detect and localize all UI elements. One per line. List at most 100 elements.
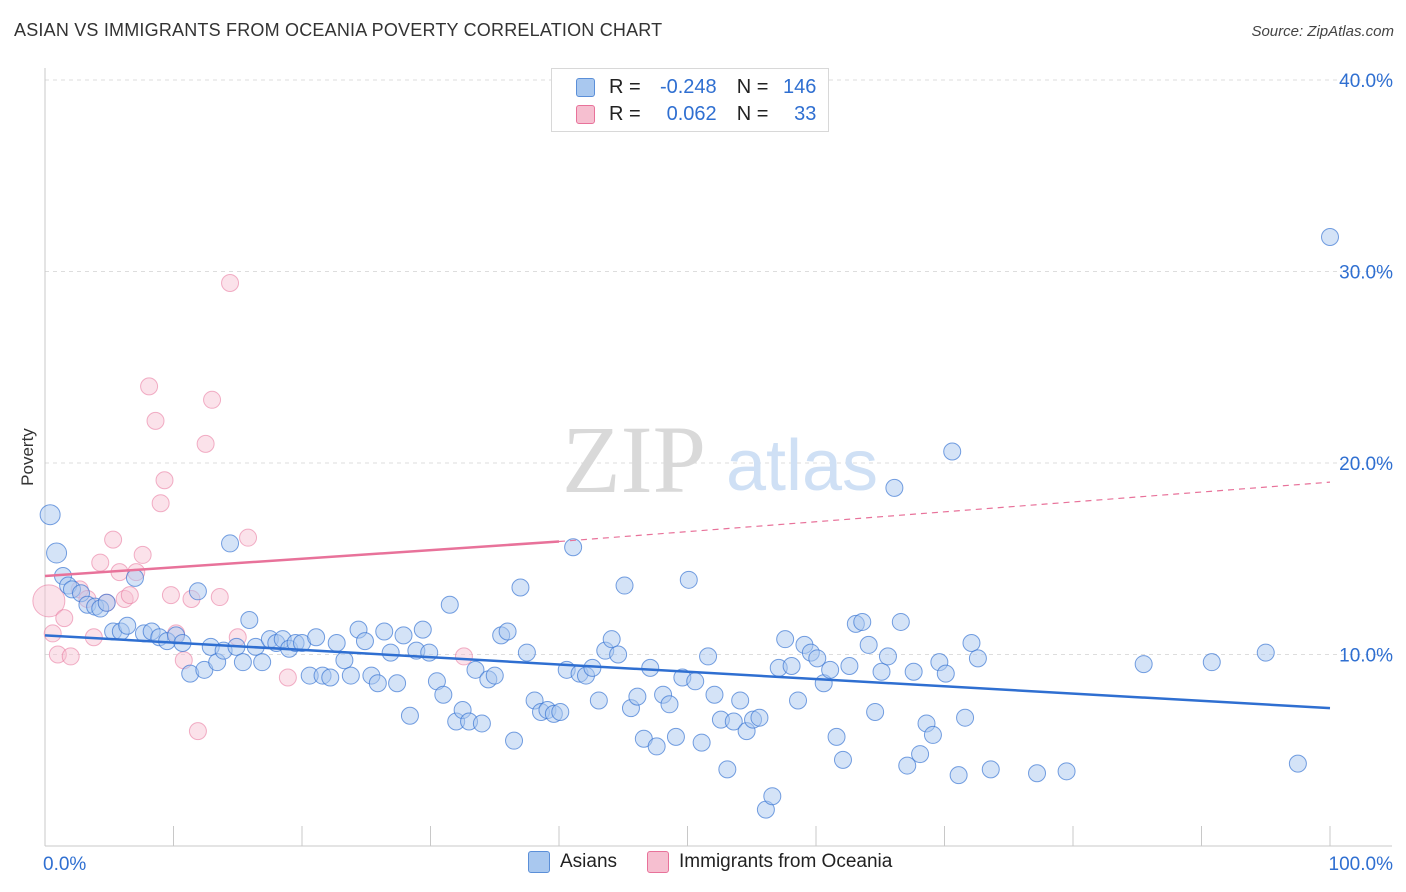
- asian-point: [660, 695, 679, 714]
- asian-point: [498, 622, 517, 641]
- asian-point: [647, 737, 666, 756]
- asian-point: [782, 656, 801, 675]
- asian-point: [821, 660, 840, 679]
- oceania-point: [55, 609, 74, 628]
- asian-point: [321, 668, 340, 687]
- asian-point: [878, 647, 897, 666]
- series-legend: Asians Immigrants from Oceania: [528, 851, 922, 873]
- asian-point: [564, 538, 583, 557]
- asians-legend-swatch: [528, 851, 550, 873]
- axis-labels: 10.0% 20.0% 30.0% 40.0% 0.0% 100.0% Poverty: [18, 71, 1393, 875]
- asian-point: [956, 708, 975, 727]
- asian-point: [97, 593, 116, 612]
- x-tick-label: 0.0%: [43, 854, 86, 875]
- oceania-point: [203, 390, 222, 409]
- oceania-point: [196, 434, 215, 453]
- watermark-zip: ZIP: [562, 406, 706, 513]
- oceania-point: [146, 411, 165, 430]
- asian-point: [355, 632, 374, 651]
- asian-point: [679, 570, 698, 589]
- source-label: Source: ZipAtlas.com: [1251, 23, 1394, 40]
- oceania-point: [61, 647, 80, 666]
- legend-item-asians[interactable]: Asians: [528, 851, 617, 873]
- asian-point: [789, 691, 808, 710]
- oceania-trend-extension: [558, 481, 1331, 543]
- asian-point: [400, 706, 419, 725]
- asian-point: [1134, 655, 1153, 674]
- asian-point: [904, 662, 923, 681]
- oceania-point: [210, 588, 229, 607]
- asian-point: [628, 687, 647, 706]
- asian-point: [46, 542, 68, 564]
- asian-point: [686, 672, 705, 691]
- asian-point: [731, 691, 750, 710]
- oceania-n-value: 33: [794, 102, 817, 125]
- asian-point: [724, 712, 743, 731]
- asian-point: [866, 702, 885, 721]
- n-label: N =: [736, 102, 769, 125]
- asian-point: [718, 760, 737, 779]
- asian-point: [327, 634, 346, 653]
- asian-point: [943, 442, 962, 461]
- asian-point: [388, 674, 407, 693]
- oceania-points: [32, 273, 473, 741]
- asian-point: [962, 634, 981, 653]
- asian-point: [551, 702, 570, 721]
- asian-point: [434, 685, 453, 704]
- asian-point: [39, 504, 61, 526]
- stats-row-oceania: R = 0.062 N = 33: [576, 101, 816, 127]
- asian-point: [840, 656, 859, 675]
- grid-lines: [45, 79, 1392, 655]
- asian-point: [692, 733, 711, 752]
- asian-point: [368, 674, 387, 693]
- asian-point: [221, 534, 240, 553]
- asian-point: [381, 643, 400, 662]
- asian-point: [118, 616, 137, 635]
- asian-point: [872, 662, 891, 681]
- asian-point: [188, 582, 207, 601]
- asian-point: [968, 649, 987, 668]
- watermark: ZIP atlas: [562, 406, 878, 513]
- asian-point: [763, 787, 782, 806]
- asian-point: [341, 666, 360, 685]
- asians-r-value: -0.248: [659, 75, 717, 98]
- asian-point: [923, 725, 942, 744]
- asian-point: [750, 708, 769, 727]
- oceania-legend-label: Immigrants from Oceania: [679, 851, 893, 872]
- oceania-point: [155, 471, 174, 490]
- asian-point: [705, 685, 724, 704]
- y-tick-label: 20.0%: [1339, 454, 1393, 475]
- asian-point: [911, 745, 930, 764]
- oceania-point: [278, 668, 297, 687]
- r-label: R =: [609, 102, 641, 125]
- y-tick-label: 30.0%: [1339, 263, 1393, 284]
- asian-point: [615, 576, 634, 595]
- asian-point: [853, 612, 872, 631]
- asian-point: [440, 595, 459, 614]
- r-label: R =: [609, 75, 641, 98]
- asians-legend-label: Asians: [560, 851, 618, 872]
- asian-point: [1288, 754, 1307, 773]
- oceania-point: [188, 722, 207, 741]
- oceania-point: [161, 586, 180, 605]
- asian-point: [699, 647, 718, 666]
- asian-point: [1028, 764, 1047, 783]
- asian-point: [1202, 653, 1221, 672]
- asian-point: [776, 630, 795, 649]
- oceania-legend-swatch: [647, 851, 670, 873]
- asian-point: [1057, 762, 1076, 781]
- asian-point: [1256, 643, 1275, 662]
- oceania-point: [454, 647, 473, 666]
- oceania-trend-line: [44, 540, 560, 578]
- chart-title: ASIAN VS IMMIGRANTS FROM OCEANIA POVERTY…: [14, 20, 663, 40]
- asian-point: [240, 611, 259, 630]
- asian-point: [485, 666, 504, 685]
- oceania-point: [91, 553, 110, 572]
- asian-point: [936, 664, 955, 683]
- asian-point: [602, 630, 621, 649]
- asian-point: [253, 653, 272, 672]
- asian-point: [472, 714, 491, 733]
- stats-row-asians: R = -0.248 N = 146: [576, 74, 816, 100]
- legend-item-oceania[interactable]: Immigrants from Oceania: [647, 851, 892, 873]
